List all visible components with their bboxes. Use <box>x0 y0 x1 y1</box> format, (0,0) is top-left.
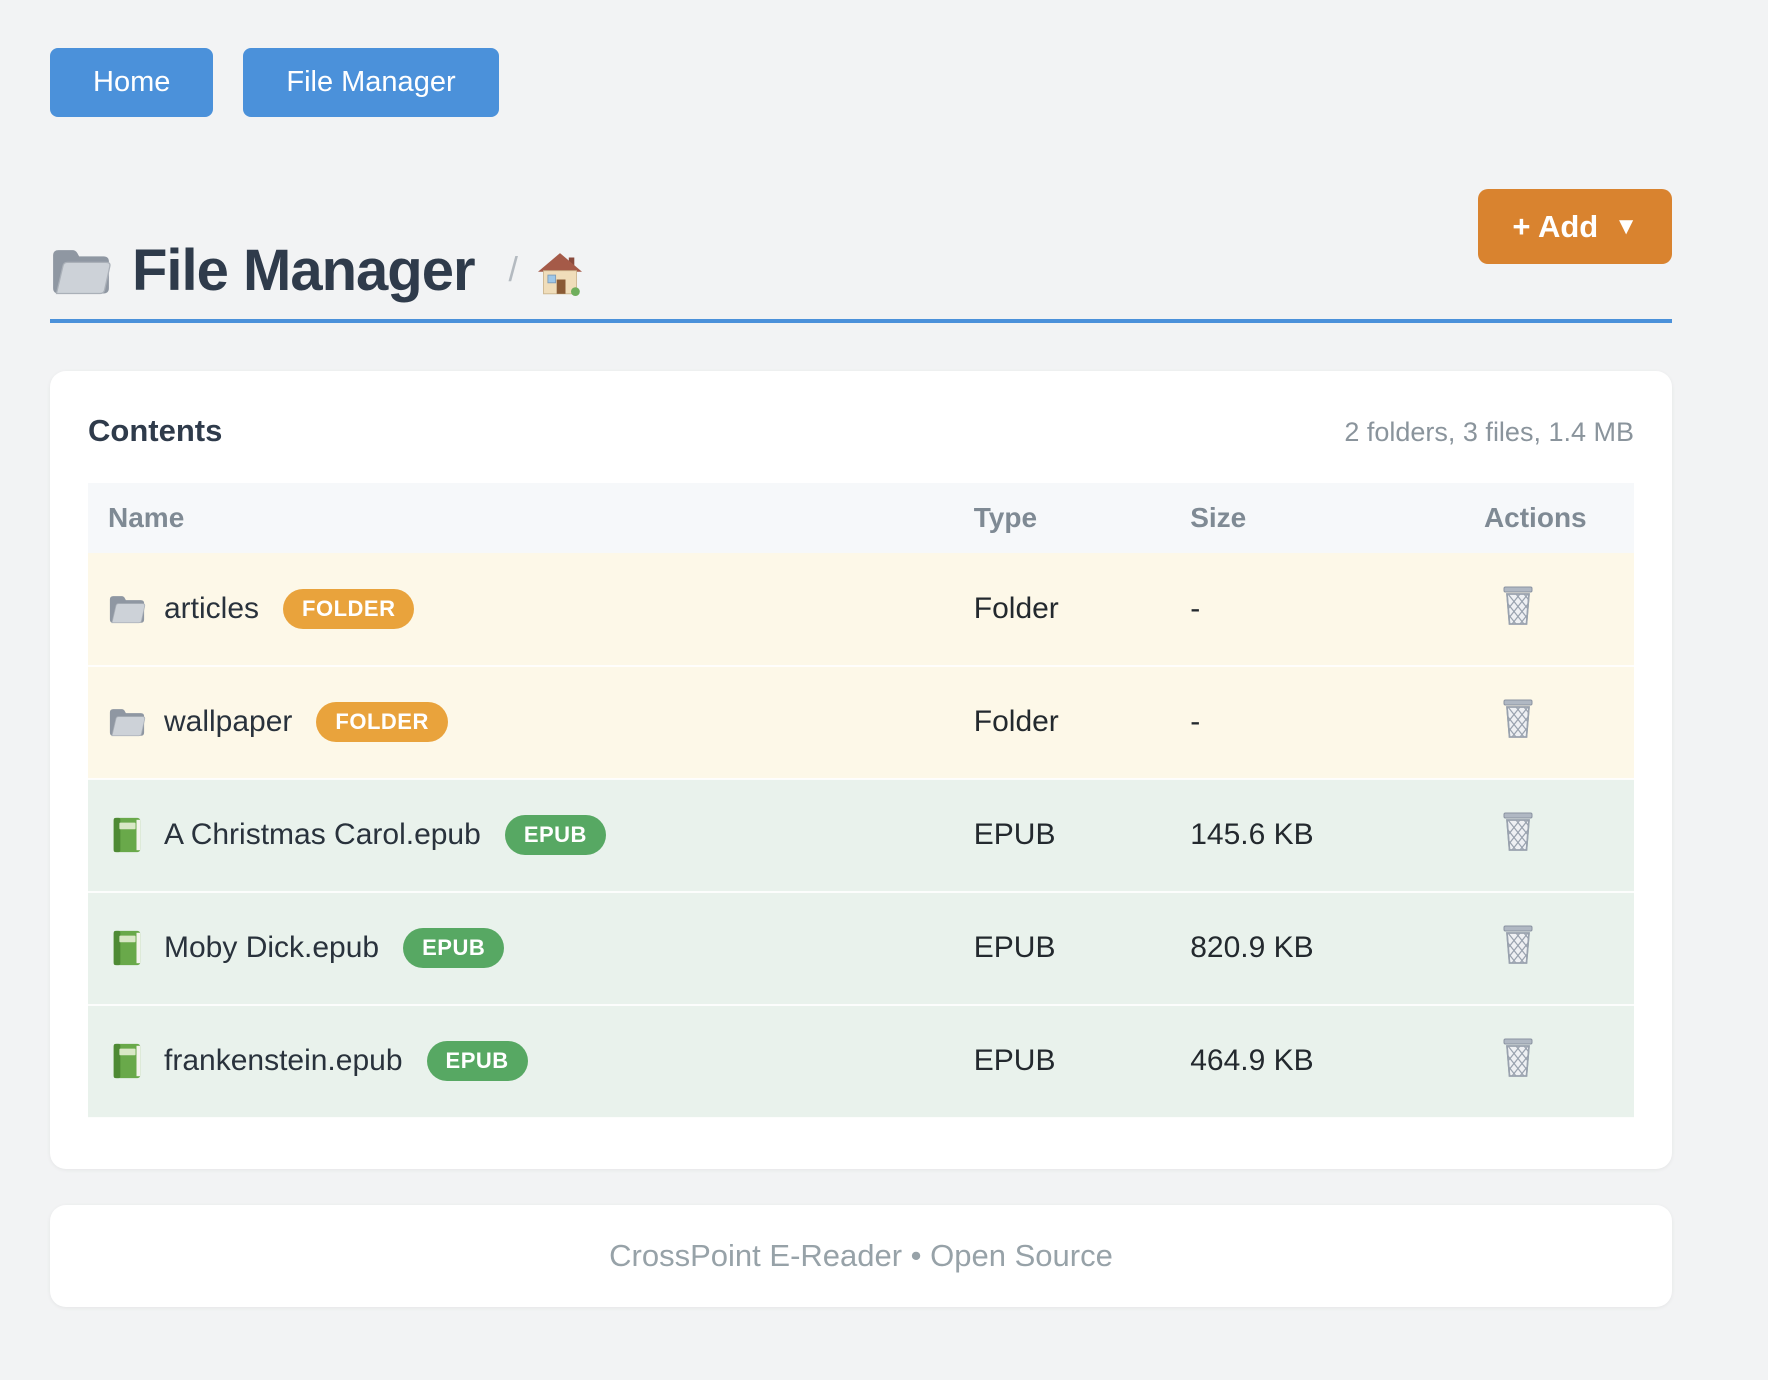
add-button-label: + Add <box>1512 209 1599 244</box>
add-button[interactable]: + Add ▼ <box>1478 189 1672 264</box>
table-header-row: Name Type Size Actions <box>88 482 1634 553</box>
delete-button[interactable] <box>1500 1036 1536 1078</box>
home-icon[interactable] <box>538 246 582 296</box>
file-table: Name Type Size Actions articles FOLDER F… <box>88 482 1634 1119</box>
contents-header: Contents 2 folders, 3 files, 1.4 MB <box>88 413 1634 449</box>
chevron-down-icon: ▼ <box>1614 213 1638 240</box>
file-name[interactable]: Moby Dick.epub <box>164 931 380 965</box>
column-header-name: Name <box>88 482 954 553</box>
page-header: File Manager / + Add ▼ <box>50 189 1672 323</box>
folder-icon <box>108 703 146 741</box>
type-cell: EPUB <box>973 931 1056 965</box>
contents-summary: 2 folders, 3 files, 1.4 MB <box>1344 416 1634 447</box>
type-cell: EPUB <box>973 1044 1056 1078</box>
file-table-body: articles FOLDER Folder - wallpaper FOLDE… <box>88 552 1634 1118</box>
file-name[interactable]: frankenstein.epub <box>164 1044 403 1078</box>
size-cell: - <box>1190 705 1201 739</box>
type-badge: FOLDER <box>316 702 448 743</box>
footer: CrossPoint E-Reader • Open Source <box>50 1204 1672 1307</box>
type-badge: EPUB <box>504 815 606 856</box>
type-cell: Folder <box>973 705 1059 739</box>
table-row: wallpaper FOLDER Folder - <box>88 665 1634 779</box>
contents-card: Contents 2 folders, 3 files, 1.4 MB Name… <box>50 370 1672 1169</box>
table-row: A Christmas Carol.epub EPUB EPUB 145.6 K… <box>88 778 1634 892</box>
size-cell: - <box>1190 591 1201 625</box>
size-cell: 464.9 KB <box>1190 1044 1314 1078</box>
size-cell: 145.6 KB <box>1190 818 1314 852</box>
size-cell: 820.9 KB <box>1190 931 1314 965</box>
file-name[interactable]: articles <box>164 591 260 625</box>
delete-button[interactable] <box>1500 584 1536 626</box>
table-row: articles FOLDER Folder - <box>88 552 1634 666</box>
type-cell: Folder <box>973 591 1059 625</box>
file-manager-button[interactable]: File Manager <box>243 48 499 117</box>
book-icon <box>108 1042 146 1080</box>
delete-button[interactable] <box>1500 923 1536 965</box>
top-nav: Home File Manager <box>50 0 1672 117</box>
file-name[interactable]: A Christmas Carol.epub <box>164 818 481 852</box>
type-badge: EPUB <box>426 1041 528 1082</box>
type-badge: FOLDER <box>283 588 415 629</box>
page-title: File Manager <box>132 238 476 303</box>
book-icon <box>108 929 146 967</box>
contents-title: Contents <box>88 412 223 448</box>
table-row: frankenstein.epub EPUB EPUB 464.9 KB <box>88 1004 1634 1118</box>
footer-text: CrossPoint E-Reader • Open Source <box>609 1237 1113 1273</box>
delete-button[interactable] <box>1500 697 1536 739</box>
type-cell: EPUB <box>973 818 1056 852</box>
type-badge: EPUB <box>403 928 505 969</box>
home-button[interactable]: Home <box>50 48 214 117</box>
book-icon <box>108 816 146 854</box>
column-header-actions: Actions <box>1463 482 1634 553</box>
column-header-size: Size <box>1170 482 1464 553</box>
page: Home File Manager File Manager / + Add ▼… <box>50 0 1672 1307</box>
delete-button[interactable] <box>1500 810 1536 852</box>
column-header-type: Type <box>953 482 1171 553</box>
breadcrumb: File Manager / <box>50 239 582 303</box>
folder-icon <box>50 244 112 298</box>
table-row: Moby Dick.epub EPUB EPUB 820.9 KB <box>88 891 1634 1005</box>
folder-icon <box>108 590 146 628</box>
file-name[interactable]: wallpaper <box>164 705 293 739</box>
breadcrumb-separator: / <box>508 251 518 290</box>
